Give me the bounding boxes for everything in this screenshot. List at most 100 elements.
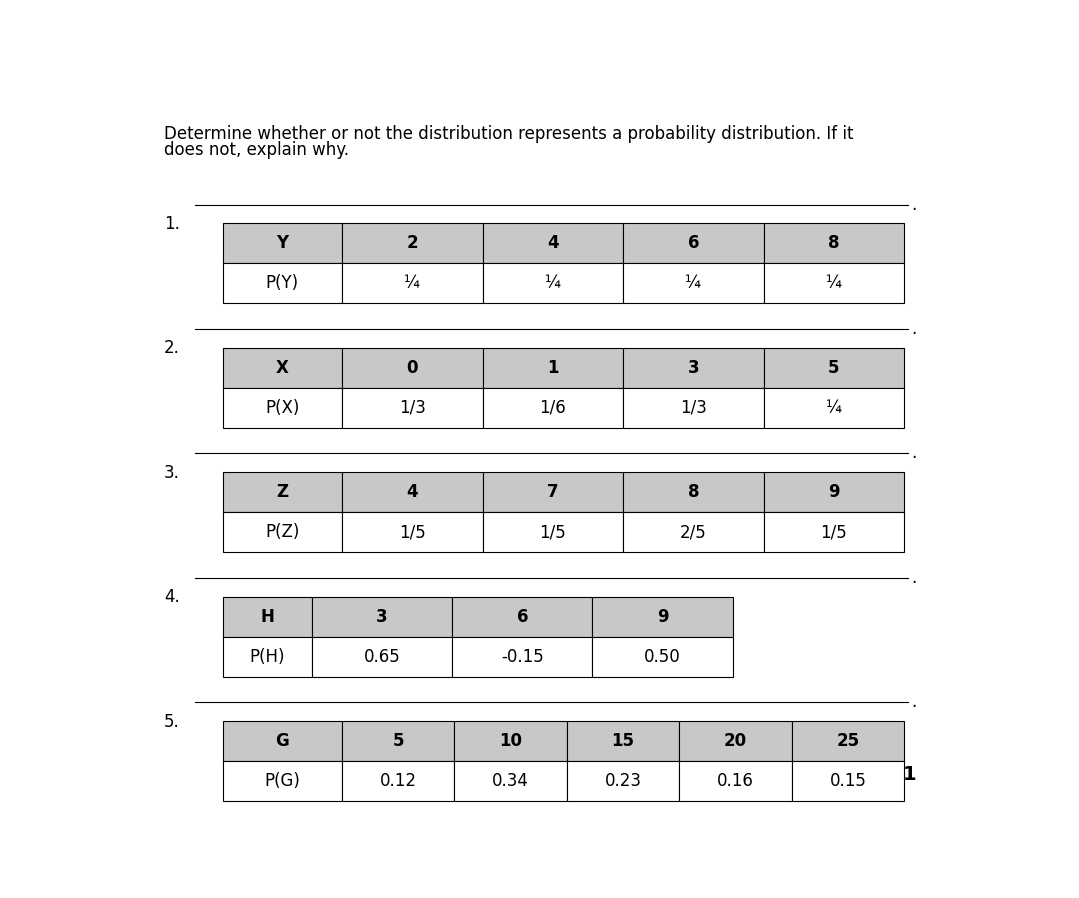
Bar — [342, 472, 482, 512]
Text: 0.15: 0.15 — [830, 772, 866, 790]
Text: 0.34: 0.34 — [492, 772, 529, 790]
Text: 0: 0 — [407, 358, 418, 377]
Text: 1/5: 1/5 — [540, 524, 566, 541]
Bar — [592, 596, 733, 637]
Bar — [623, 388, 764, 428]
Bar — [342, 224, 482, 263]
Bar — [764, 472, 904, 512]
Text: 0.50: 0.50 — [644, 647, 681, 665]
Bar — [222, 762, 342, 801]
Text: 5.: 5. — [164, 713, 180, 731]
Text: 8: 8 — [687, 483, 699, 501]
Bar — [482, 224, 623, 263]
Text: ¼: ¼ — [685, 275, 701, 293]
Bar — [623, 224, 764, 263]
Text: Y: Y — [276, 234, 288, 252]
Text: 0.23: 0.23 — [604, 772, 642, 790]
Text: -0.15: -0.15 — [501, 647, 544, 665]
Bar — [482, 388, 623, 428]
Bar — [764, 348, 904, 388]
Text: 1: 1 — [547, 358, 559, 377]
Bar — [222, 388, 342, 428]
Text: ¼: ¼ — [825, 275, 842, 293]
Bar — [623, 512, 764, 552]
Text: 6: 6 — [687, 234, 699, 252]
Bar — [222, 596, 312, 637]
Bar — [222, 637, 312, 677]
Bar — [454, 721, 566, 762]
Text: P(Y): P(Y) — [265, 275, 299, 293]
Bar — [222, 721, 342, 762]
Bar — [342, 762, 454, 801]
Text: .: . — [911, 196, 916, 214]
Bar — [764, 512, 904, 552]
Text: 9: 9 — [828, 483, 839, 501]
Bar — [222, 348, 342, 388]
Bar — [792, 762, 904, 801]
Bar — [566, 762, 680, 801]
Bar — [482, 512, 623, 552]
Text: 1/3: 1/3 — [399, 399, 425, 417]
Text: 4: 4 — [407, 483, 418, 501]
Text: 3: 3 — [377, 608, 387, 626]
Bar — [482, 348, 623, 388]
Text: 4.: 4. — [164, 588, 180, 606]
Text: 1/6: 1/6 — [540, 399, 566, 417]
Text: 4: 4 — [547, 234, 559, 252]
Text: P(X): P(X) — [265, 399, 300, 417]
Text: 10: 10 — [500, 732, 522, 750]
Text: 1/5: 1/5 — [820, 524, 847, 541]
Text: 6: 6 — [517, 608, 528, 626]
Text: P(Z): P(Z) — [265, 524, 300, 541]
Bar — [342, 263, 482, 304]
Text: 1/5: 1/5 — [399, 524, 425, 541]
Text: P(G): P(G) — [264, 772, 300, 790]
Text: 1/3: 1/3 — [680, 399, 707, 417]
Text: 7: 7 — [547, 483, 559, 501]
Text: 20: 20 — [724, 732, 747, 750]
Text: ¼: ¼ — [545, 275, 561, 293]
Text: X: X — [276, 358, 289, 377]
Text: G: G — [275, 732, 289, 750]
Bar — [222, 512, 342, 552]
Text: .: . — [911, 445, 916, 462]
Bar — [792, 721, 904, 762]
Text: Z: Z — [276, 483, 288, 501]
Text: 1: 1 — [903, 765, 917, 784]
Bar — [312, 637, 452, 677]
Bar — [222, 472, 342, 512]
Bar — [680, 762, 792, 801]
Text: 8: 8 — [829, 234, 839, 252]
Text: 0.16: 0.16 — [718, 772, 754, 790]
Text: ¼: ¼ — [825, 399, 842, 417]
Bar — [592, 637, 733, 677]
Text: 5: 5 — [829, 358, 839, 377]
Text: 15: 15 — [612, 732, 634, 750]
Bar — [342, 348, 482, 388]
Bar — [222, 263, 342, 304]
Text: H: H — [260, 608, 274, 626]
Text: ¼: ¼ — [405, 275, 420, 293]
Text: 3: 3 — [687, 358, 699, 377]
Text: 3.: 3. — [164, 464, 180, 482]
Text: 5: 5 — [393, 732, 404, 750]
Bar — [566, 721, 680, 762]
Bar — [623, 472, 764, 512]
Text: .: . — [911, 569, 916, 587]
Text: 9: 9 — [657, 608, 669, 626]
Bar — [312, 596, 452, 637]
Text: 2/5: 2/5 — [680, 524, 707, 541]
Text: .: . — [911, 320, 916, 338]
Bar — [342, 721, 454, 762]
Bar — [454, 762, 566, 801]
Bar — [623, 263, 764, 304]
Text: does not, explain why.: does not, explain why. — [164, 141, 350, 159]
Text: Determine whether or not the distribution represents a probability distribution.: Determine whether or not the distributio… — [164, 125, 853, 143]
Text: .: . — [911, 693, 916, 711]
Bar — [482, 263, 623, 304]
Text: 1.: 1. — [164, 215, 180, 233]
Bar — [482, 472, 623, 512]
Bar — [342, 388, 482, 428]
Bar — [764, 224, 904, 263]
Bar — [452, 596, 592, 637]
